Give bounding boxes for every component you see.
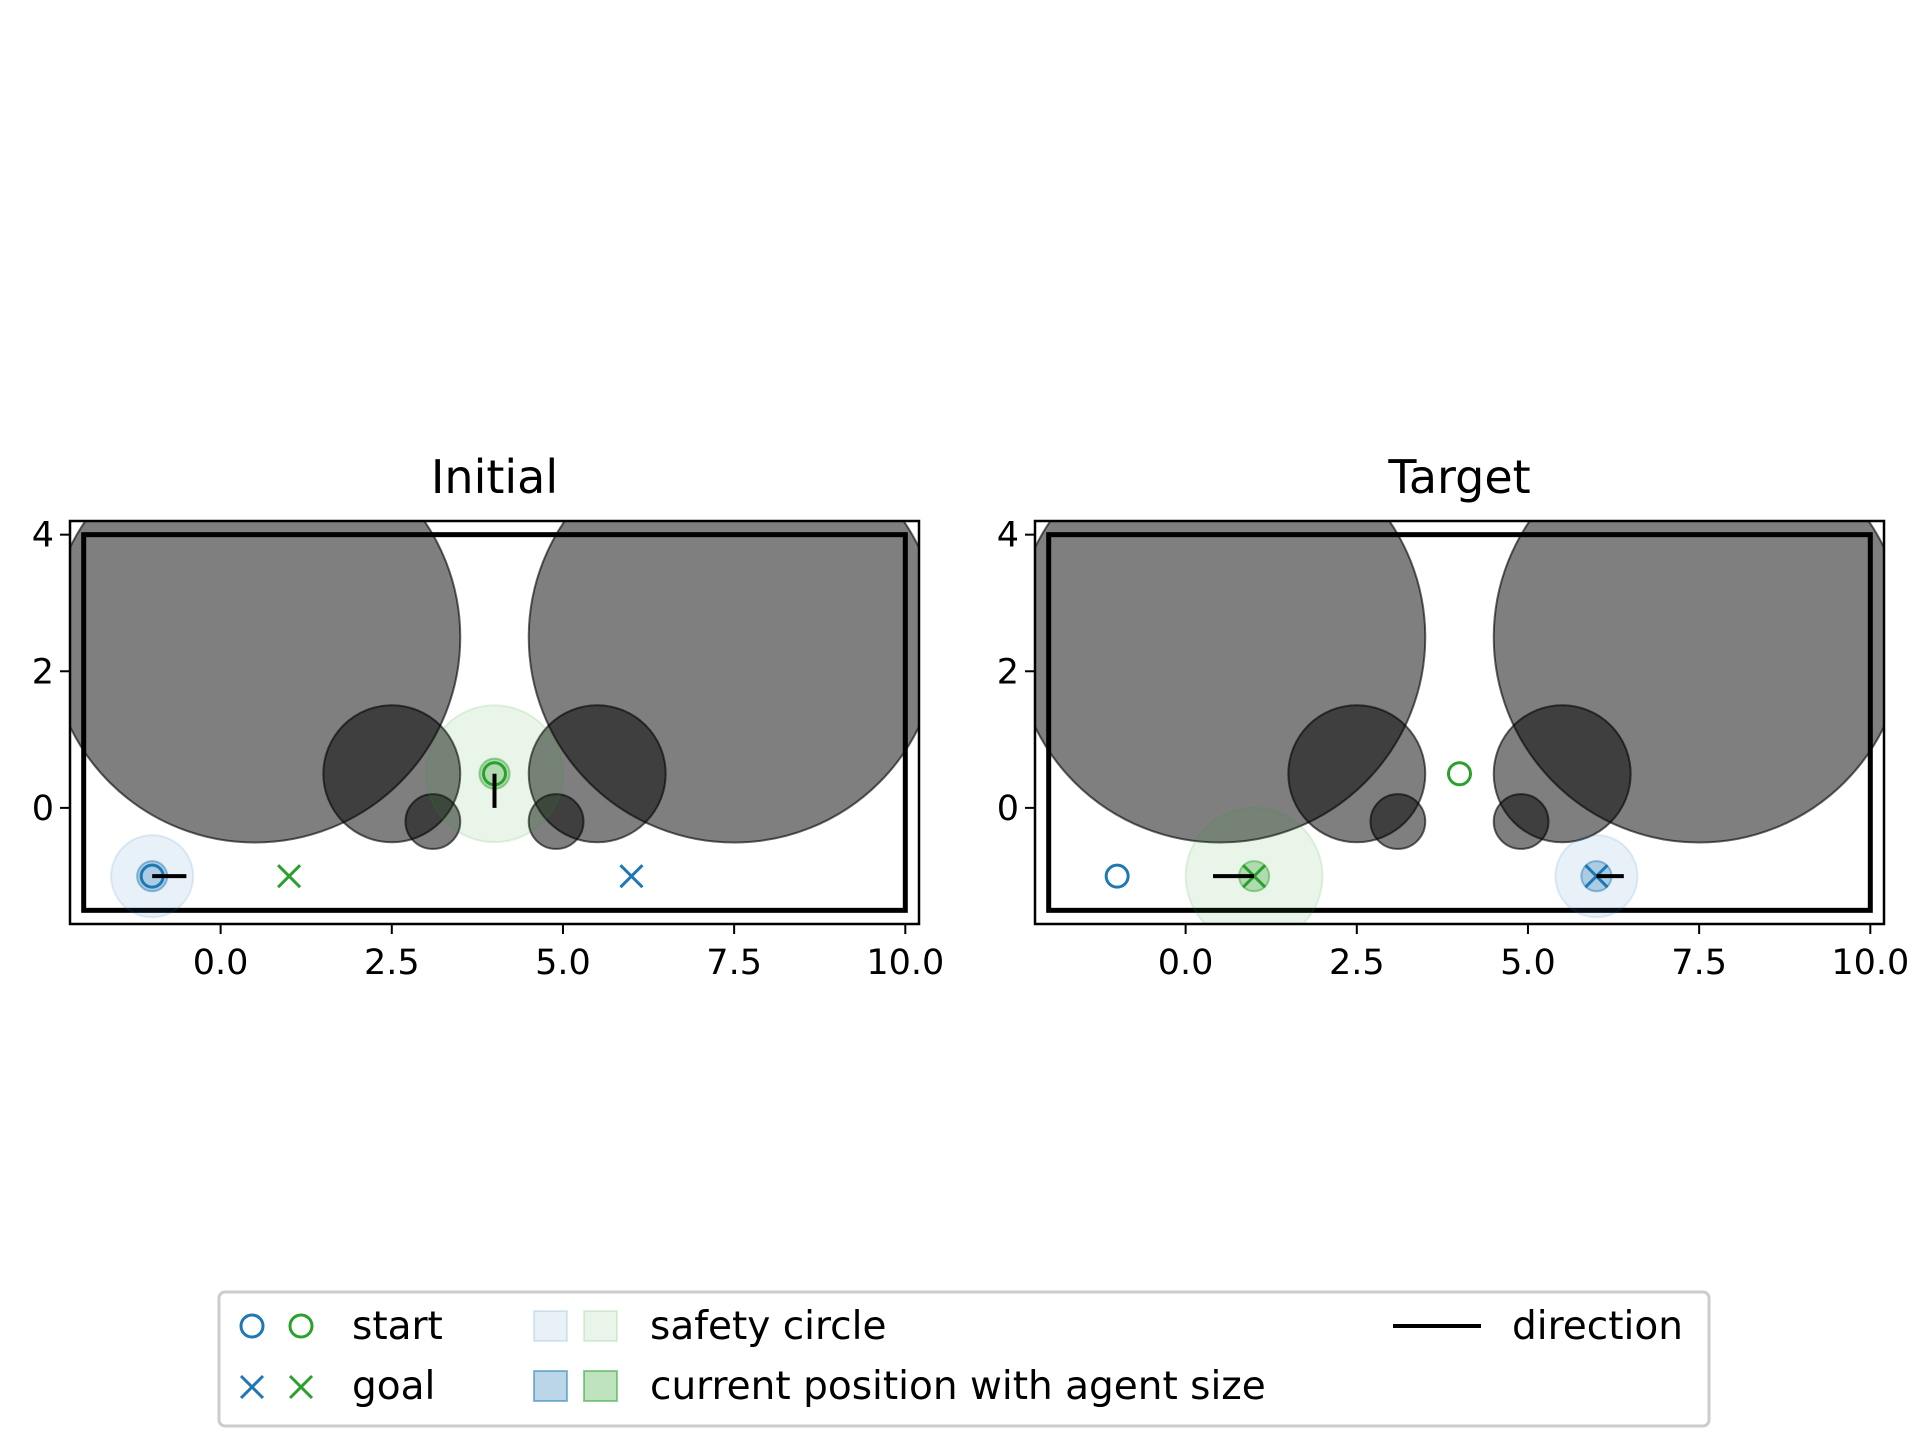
y-tick-label: 4 <box>32 516 54 556</box>
legend-goal-marker-green <box>288 1374 314 1400</box>
y-tick-label: 2 <box>32 652 54 692</box>
legend-direction-label: direction <box>1512 1304 1683 1349</box>
goal-marker <box>619 864 644 889</box>
x-tick-label: 5.0 <box>535 943 591 983</box>
axes-frame <box>1033 519 1886 926</box>
x-tick-label: 0.0 <box>193 943 249 983</box>
x-tick-label: 7.5 <box>706 943 762 983</box>
x-tick-label: 10.0 <box>866 943 944 983</box>
legend: start goal safety circle current positio… <box>217 1290 1711 1428</box>
y-tick-label: 2 <box>997 652 1019 692</box>
axes-frame <box>68 519 921 926</box>
start-marker <box>1447 761 1472 787</box>
environment-boundary <box>1046 532 1873 913</box>
x-tick-label: 0.0 <box>1158 943 1214 983</box>
legend-frame <box>217 1290 1711 1428</box>
legend-safety-swatch-blue <box>533 1310 568 1342</box>
subplot-title: Target <box>1387 450 1530 504</box>
x-tick-label: 5.0 <box>1500 943 1556 983</box>
legend-start-label: start <box>352 1304 443 1349</box>
x-tick-label: 2.5 <box>364 943 420 983</box>
y-tick-label: 0 <box>32 789 54 829</box>
x-tick-label: 7.5 <box>1671 943 1727 983</box>
legend-safety-swatch-green <box>583 1310 618 1342</box>
y-tick-label: 4 <box>997 516 1019 556</box>
x-tick-label: 10.0 <box>1831 943 1909 983</box>
obstacle-circle <box>527 793 585 850</box>
subplot-initial: 0.0 2.5 5.0 7.5 10.0 0 2 4 Initial <box>32 450 945 983</box>
environment-boundary <box>81 532 908 913</box>
goal-stroke <box>619 864 644 889</box>
plot-area <box>70 521 919 919</box>
obstacle-circle <box>1492 793 1550 850</box>
goal-stroke <box>277 864 302 889</box>
safety-circle <box>1184 806 1324 924</box>
plot-area <box>1035 521 1884 924</box>
legend-goal-label: goal <box>352 1364 435 1409</box>
legend-goal-marker-blue <box>239 1374 265 1400</box>
x-tick-label: 2.5 <box>1329 943 1385 983</box>
subplot-target: 0.0 2.5 5.0 7.5 10.0 0 2 4 Target <box>997 450 1910 983</box>
goal-marker <box>277 864 302 889</box>
legend-current-swatch-blue <box>533 1370 568 1402</box>
obstacle-circle <box>404 793 462 850</box>
subplot-title: Initial <box>431 450 558 504</box>
legend-start-marker-green <box>288 1313 314 1339</box>
legend-current-label: current position with agent size <box>650 1364 1266 1409</box>
start-marker <box>1104 863 1130 889</box>
obstacle-circle <box>1369 793 1427 850</box>
legend-start-marker-blue <box>239 1313 265 1339</box>
y-tick-label: 0 <box>997 789 1019 829</box>
legend-safety-label: safety circle <box>650 1304 886 1349</box>
legend-current-swatch-green <box>583 1370 618 1402</box>
